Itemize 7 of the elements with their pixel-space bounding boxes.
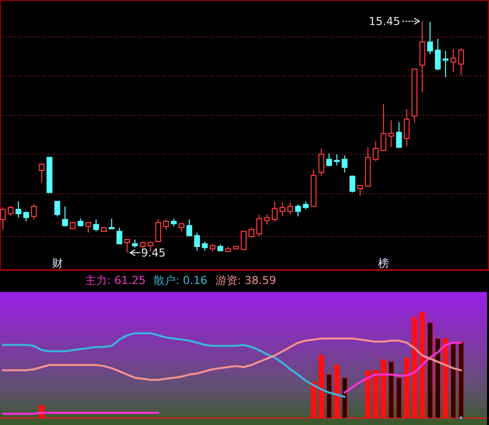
text: 游资: 38.59	[215, 274, 276, 287]
text: 散户: 0.16	[154, 274, 208, 287]
x-tick-label: 财	[52, 257, 63, 270]
annotation: 9.45	[141, 246, 166, 260]
annotation: 15.45	[368, 15, 400, 28]
x-tick-label: 榜	[378, 257, 389, 270]
text: 主力: 61.25	[85, 274, 146, 287]
